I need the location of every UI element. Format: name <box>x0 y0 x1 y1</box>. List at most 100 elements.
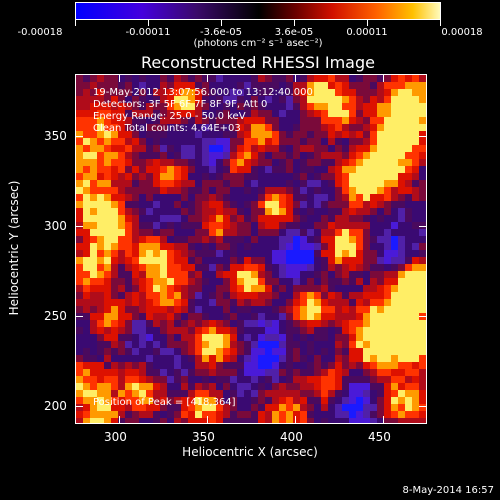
heatmap-pixel <box>181 397 188 404</box>
heatmap-pixel <box>111 292 118 299</box>
heatmap-pixel <box>419 341 426 348</box>
heatmap-pixel <box>405 180 412 187</box>
heatmap-pixel <box>202 362 209 369</box>
heatmap-pixel <box>272 404 279 411</box>
heatmap-pixel <box>419 173 426 180</box>
heatmap-pixel <box>377 166 384 173</box>
heatmap-pixel <box>384 201 391 208</box>
heatmap-pixel <box>314 320 321 327</box>
heatmap-pixel <box>153 152 160 159</box>
heatmap-pixel <box>83 292 90 299</box>
heatmap-pixel <box>272 418 279 423</box>
heatmap-pixel <box>188 75 195 82</box>
heatmap-pixel <box>258 89 265 96</box>
heatmap-pixel <box>251 292 258 299</box>
heatmap-pixel <box>167 89 174 96</box>
heatmap-pixel <box>202 397 209 404</box>
heatmap-pixel <box>412 257 419 264</box>
heatmap-pixel <box>300 103 307 110</box>
heatmap-pixel <box>230 201 237 208</box>
heatmap-pixel <box>405 320 412 327</box>
heatmap-pixel <box>118 397 125 404</box>
heatmap-pixel <box>363 348 370 355</box>
heatmap-pixel <box>356 369 363 376</box>
heatmap-pixel <box>83 75 90 82</box>
heatmap-pixel <box>146 222 153 229</box>
heatmap-pixel <box>209 278 216 285</box>
heatmap-pixel <box>349 355 356 362</box>
heatmap-pixel <box>181 215 188 222</box>
heatmap-pixel <box>167 404 174 411</box>
heatmap-pixel <box>370 166 377 173</box>
heatmap-pixel <box>174 418 181 423</box>
heatmap-pixel <box>244 264 251 271</box>
heatmap-pixel <box>335 222 342 229</box>
heatmap-pixel <box>132 362 139 369</box>
heatmap-pixel <box>97 152 104 159</box>
heatmap-pixel <box>335 145 342 152</box>
heatmap-pixel <box>314 222 321 229</box>
heatmap-pixel <box>356 285 363 292</box>
heatmap-pixel <box>174 271 181 278</box>
heatmap-pixel <box>223 152 230 159</box>
heatmap-pixel <box>272 250 279 257</box>
heatmap-pixel <box>76 334 83 341</box>
heatmap-pixel <box>265 215 272 222</box>
heatmap-pixel <box>230 411 237 418</box>
heatmap-pixel <box>251 82 258 89</box>
heatmap-pixel <box>132 173 139 180</box>
heatmap-pixel <box>370 320 377 327</box>
heatmap-pixel <box>272 264 279 271</box>
heatmap-pixel <box>139 278 146 285</box>
heatmap-pixel <box>356 110 363 117</box>
heatmap-pixel <box>314 397 321 404</box>
heatmap-pixel <box>342 145 349 152</box>
heatmap-pixel <box>132 82 139 89</box>
heatmap-pixel <box>76 173 83 180</box>
heatmap-pixel <box>356 418 363 423</box>
heatmap-pixel <box>370 124 377 131</box>
heatmap-pixel <box>307 327 314 334</box>
heatmap-pixel <box>321 411 328 418</box>
heatmap-pixel <box>251 201 258 208</box>
heatmap-pixel <box>279 117 286 124</box>
heatmap-pixel <box>384 418 391 423</box>
heatmap-pixel <box>405 166 412 173</box>
heatmap-pixel <box>349 117 356 124</box>
heatmap-pixel <box>363 194 370 201</box>
heatmap-pixel <box>335 418 342 423</box>
heatmap-pixel <box>265 152 272 159</box>
heatmap-pixel <box>188 320 195 327</box>
heatmap-pixel <box>251 376 258 383</box>
heatmap-pixel <box>363 418 370 423</box>
heatmap-pixel <box>244 173 251 180</box>
heatmap-pixel <box>412 138 419 145</box>
heatmap-pixel <box>272 229 279 236</box>
heatmap-pixel <box>146 306 153 313</box>
heatmap-pixel <box>230 208 237 215</box>
heatmap-pixel <box>223 75 230 82</box>
heatmap-pixel <box>258 152 265 159</box>
heatmap-pixel <box>202 390 209 397</box>
heatmap-pixel <box>412 292 419 299</box>
heatmap-pixel <box>153 327 160 334</box>
heatmap-pixel <box>76 96 83 103</box>
heatmap-pixel <box>412 152 419 159</box>
heatmap-pixel <box>244 306 251 313</box>
heatmap-pixel <box>230 271 237 278</box>
heatmap-pixel <box>125 341 132 348</box>
heatmap-pixel <box>188 299 195 306</box>
heatmap-pixel <box>300 299 307 306</box>
heatmap-pixel <box>377 264 384 271</box>
heatmap-pixel <box>83 362 90 369</box>
heatmap-pixel <box>286 313 293 320</box>
heatmap-pixel <box>111 215 118 222</box>
heatmap-pixel <box>398 341 405 348</box>
heatmap-pixel <box>195 390 202 397</box>
heatmap-pixel <box>384 369 391 376</box>
heatmap-pixel <box>125 187 132 194</box>
heatmap-pixel <box>188 397 195 404</box>
heatmap-pixel <box>118 145 125 152</box>
heatmap-pixel <box>188 145 195 152</box>
heatmap-pixel <box>356 299 363 306</box>
